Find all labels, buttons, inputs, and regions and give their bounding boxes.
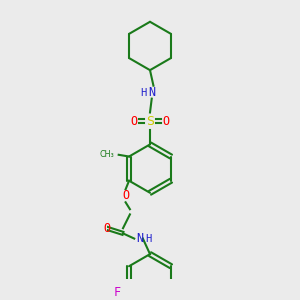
Text: CH₃: CH₃ [100,150,114,159]
Text: O: O [130,115,137,128]
Text: H: H [145,234,151,244]
Text: O: O [163,115,170,128]
Text: N: N [148,86,155,99]
Text: O: O [122,189,129,202]
Text: H: H [140,88,146,98]
Text: F: F [113,286,121,299]
Text: N: N [136,232,143,245]
Text: O: O [103,222,110,235]
Text: S: S [146,115,154,128]
